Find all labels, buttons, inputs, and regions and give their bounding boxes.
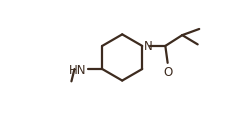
Text: HN: HN bbox=[69, 63, 87, 76]
Text: O: O bbox=[163, 66, 172, 78]
Text: N: N bbox=[143, 40, 152, 53]
